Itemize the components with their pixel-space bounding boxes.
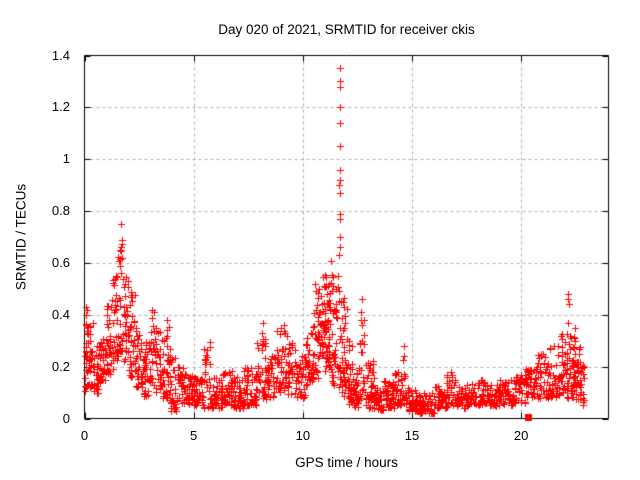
x-axis-label: GPS time / hours [295, 455, 398, 470]
y-tick-label: 1 [62, 151, 70, 167]
y-tick-label: 0.4 [51, 306, 70, 322]
x-tick-label: 15 [404, 428, 420, 443]
x-tick-label: 10 [295, 428, 311, 443]
chart-title: Day 020 of 2021, SRMTID for receiver cki… [218, 22, 475, 37]
y-tick-label: 0.8 [51, 203, 70, 219]
y-tick-label: 0 [62, 410, 70, 426]
y-tick-label: 1.2 [51, 99, 70, 115]
y-tick-label: 0.2 [51, 358, 70, 374]
x-tick-label: 20 [513, 428, 529, 443]
x-tick-label: 0 [80, 428, 89, 443]
x-tick-label: 5 [190, 428, 198, 443]
y-tick-label: 1.4 [51, 47, 70, 63]
y-axis-label: SRMTID / TECUs [13, 183, 29, 291]
y-tick-label: 0.6 [51, 254, 70, 270]
